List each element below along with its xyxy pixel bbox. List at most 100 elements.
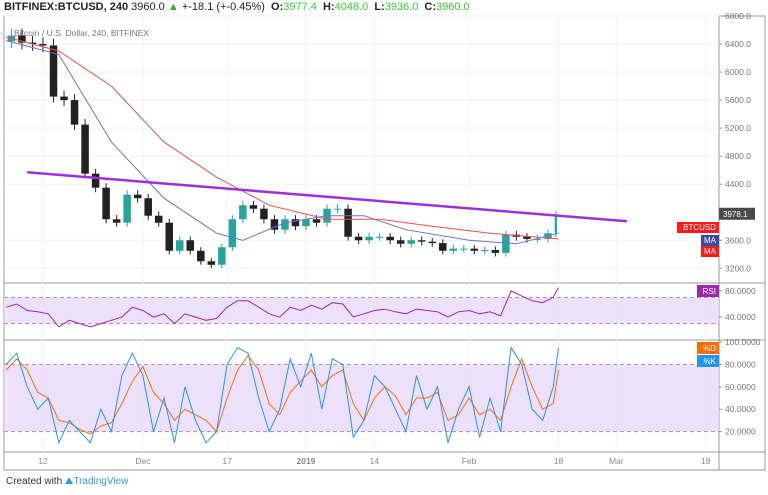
series-tag-box: [701, 246, 719, 257]
candle: [28, 42, 37, 45]
price-axis-label: 3200.0: [725, 263, 751, 273]
candle: [481, 250, 489, 252]
indicator-band: [4, 364, 719, 432]
time-axis-label: 12: [38, 456, 48, 466]
rsi-line: [6, 287, 559, 328]
low-label: L:: [374, 1, 385, 13]
candle: [239, 205, 247, 220]
series-tag-box: [701, 235, 719, 246]
candle: [281, 219, 289, 230]
price-axis-label: 6400.0: [725, 39, 751, 49]
candle: [39, 44, 47, 46]
time-axis-label: Mar: [609, 456, 624, 466]
candle: [375, 236, 384, 238]
candle: [91, 173, 100, 188]
candle: [460, 248, 468, 250]
created-with-text: Created with: [6, 476, 63, 487]
series-tag-ma: MA: [704, 247, 717, 256]
last-price-label-box: [719, 207, 755, 220]
tradingview-logo-icon: ⛰: [64, 476, 74, 487]
candle: [407, 240, 415, 244]
candle: [396, 240, 405, 244]
indicator-tag-box: [697, 342, 719, 354]
chart-title: Bitcoin / U.S. Dollar, 240, BITFINEX: [14, 28, 149, 38]
open-value: 3977.4: [283, 1, 317, 13]
candle: [302, 219, 310, 227]
candle: [470, 248, 479, 251]
ma-slow-line: [6, 36, 559, 240]
price-axis-label: 3600.0: [725, 235, 751, 245]
symbol-header: BITFINEX:BTCUSD, 240 3960.0 ▲ +-18.1 (+-…: [4, 1, 470, 13]
symbol-name: BITFINEX:BTCUSD, 240: [4, 1, 129, 13]
candle: [344, 208, 352, 237]
indicator-tag: RSI: [703, 287, 716, 296]
indicator-tag-box: [697, 285, 719, 297]
indicator-band: [4, 297, 719, 324]
last-price-label: 3978.1: [723, 210, 748, 219]
price-axis-label: 5200.0: [725, 123, 751, 133]
close-value: 3960.0: [436, 1, 470, 13]
candle: [249, 205, 258, 209]
time-axis-label: 18: [554, 456, 564, 466]
candle: [260, 208, 268, 220]
time-axis-label: Dec: [135, 456, 151, 466]
candle: [291, 219, 300, 227]
candle: [176, 240, 184, 251]
candle: [186, 240, 195, 251]
candle: [165, 222, 173, 251]
up-arrow-icon: ▲: [167, 1, 179, 13]
candle: [112, 219, 121, 223]
candle: [333, 208, 342, 210]
indicator-tag: %D: [703, 344, 716, 353]
candle: [439, 243, 447, 251]
candle: [197, 250, 205, 262]
indicator-tag-box: [697, 355, 719, 367]
time-axis-label: Feb: [462, 456, 477, 466]
candle: [417, 240, 426, 242]
candle: [102, 187, 110, 220]
indicator-axis-label: 100.0000: [725, 337, 761, 347]
ma-fast-line: [6, 40, 559, 245]
footer: Created with ⛰TradingView: [6, 476, 128, 487]
indicator-axis-label: 80.0000: [725, 286, 756, 296]
stoch-k-line: [5, 346, 559, 445]
candle: [428, 241, 436, 244]
candle: [312, 219, 321, 223]
candle: [81, 124, 89, 174]
indicator-axis-label: 20.0000: [725, 427, 756, 437]
candle: [218, 247, 226, 265]
candle: [60, 96, 68, 101]
candle: [49, 45, 58, 97]
candle: [523, 236, 531, 239]
series-tag-btcusd: BTCUSD: [683, 223, 716, 232]
price-axis-label: 6000.0: [725, 67, 751, 77]
time-axis-label: 14: [370, 456, 380, 466]
low-value: 3936.0: [384, 1, 419, 13]
candle: [365, 236, 373, 241]
time-axis-label: 17: [222, 456, 232, 466]
indicator-axis-label: 80.0000: [725, 359, 756, 369]
candle: [491, 250, 500, 253]
stoch-d-line: [5, 354, 559, 435]
candle: [554, 215, 557, 234]
indicator-axis-label: 40.0000: [725, 404, 756, 414]
candle: [144, 198, 152, 216]
trendline: [27, 171, 628, 223]
candle: [207, 261, 216, 265]
candle: [228, 219, 237, 248]
series-tag-ma: MA: [704, 236, 717, 245]
candle: [502, 234, 510, 253]
time-axis-label: 2019: [297, 456, 316, 466]
high-label: H:: [322, 1, 335, 13]
price-axis-label: 4400.0: [725, 179, 751, 189]
candle: [18, 35, 26, 43]
price-axis-label: 5600.0: [725, 95, 751, 105]
tradingview-brand[interactable]: TradingView: [73, 476, 129, 487]
price-axis-label: 6800.0: [725, 11, 751, 21]
candle: [354, 236, 363, 241]
series-tag-box: [677, 222, 719, 233]
last-price: 3960.0: [131, 1, 165, 13]
price-change: +-18.1 (+-0.45%): [181, 1, 265, 13]
